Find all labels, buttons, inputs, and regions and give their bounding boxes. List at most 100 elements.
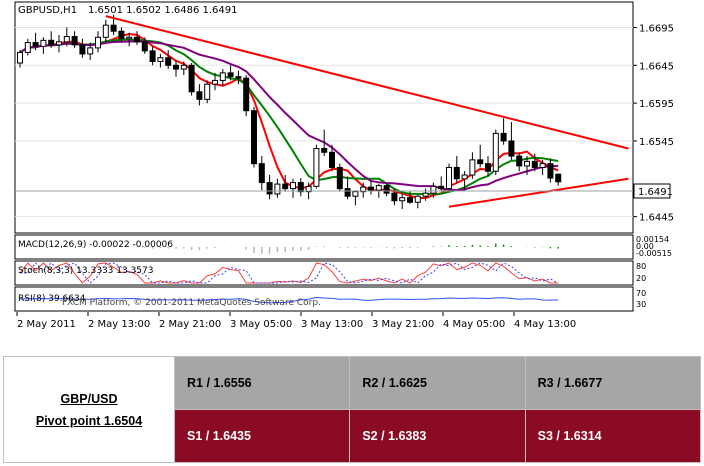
time-tick-label: 3 May 13:00 [301,319,363,330]
candle-body [344,188,351,197]
candle-body [32,42,39,47]
candle-body [24,42,31,53]
price-chart: 1.6695 1.6645 1.6595 1.6545 1.6445 1.6491 GB… [14,1,674,330]
stoch-lines [19,262,559,284]
candle-body [243,77,250,112]
rsi-axis-30: 30 [636,300,646,309]
candle-body [141,41,148,52]
grid [15,26,633,218]
candle-body [375,185,382,191]
candle-body [407,197,413,203]
candle-body [453,166,460,180]
price-tick-label: 1.6645 [639,61,674,72]
macd-axis-bottom: -0.00515 [636,249,672,258]
candle-body [430,185,437,194]
candle-body [321,148,328,153]
candle-body [555,173,562,183]
price-tick-label: 1.6445 [639,213,674,224]
candle-body [516,155,523,167]
candle-body [118,30,125,40]
pair-label: GBP/USD [60,391,118,406]
s1-cell: S1 / 1.6435 [173,409,351,463]
candle-body [360,186,367,193]
chart-canvas: 1.6695 1.6645 1.6595 1.6545 1.6445 1.6491 GB… [14,1,674,330]
candle-body [383,185,390,194]
candle-body [17,51,23,64]
candle-body [492,132,499,172]
candle-body [79,44,86,55]
pair-cell: GBP/USD Pivot point 1.6504 [3,356,175,463]
candle-body [204,83,211,100]
candle-body [485,163,491,172]
chart-ohlc: 1.6501 1.6502 1.6486 1.6491 [88,5,238,16]
trendline-2 [448,177,629,208]
candle-body [56,41,62,46]
current-price-label: 1.6491 [638,187,673,198]
candle-body [126,36,133,40]
candle-body [539,163,546,168]
candle-body [258,163,265,184]
candle-body [87,47,94,55]
candle-body [266,182,273,195]
r3-cell: R3 / 1.6677 [524,356,702,410]
candle-body [313,148,320,187]
trendline-1 [105,15,629,150]
candle-body [149,50,156,63]
ma-line-3 [19,40,559,192]
time-tick-label: 4 May 05:00 [443,319,505,330]
candle-body [500,132,507,142]
candle-body [219,72,226,81]
rsi-line [19,297,559,304]
candle-body [336,166,343,190]
candle-body [422,192,429,197]
macd-label: MACD(12,26,9) -0.00022 -0.00006 [18,240,173,250]
candle-body [531,160,538,168]
s3-cell: S3 / 1.6314 [524,409,702,463]
candle-body [235,76,242,79]
candle-body [547,163,554,179]
candle-body [48,39,55,46]
price-tick-label: 1.6545 [639,137,674,148]
candle-body [399,197,406,202]
candle-body [461,174,468,180]
candle-body [134,36,140,43]
macd-axis-zero: 0.00 [636,242,654,251]
rsi-label: RSI(8) 39.6634 [18,294,86,304]
candle-body [329,151,335,168]
candle-body [157,57,164,63]
candle-body [196,91,203,100]
pivot-point-label: Pivot point 1.6504 [35,413,143,428]
stoch-axis-80: 80 [636,262,646,271]
candle-body [227,72,234,78]
rsi-axis-70: 70 [636,289,646,298]
time-tick-label: 3 May 21:00 [372,319,434,330]
price-tick-label: 1.6695 [639,23,674,34]
time-tick-label: 2 May 13:00 [88,319,150,330]
candle-body [180,64,187,70]
candlesticks [17,14,562,210]
r1-cell: R1 / 1.6556 [173,356,351,410]
candle-body [102,24,109,38]
candle-body [469,159,476,176]
candle-body [508,140,515,157]
time-tick-label: 2 May 21:00 [159,319,221,330]
price-axis: 1.6695 1.6645 1.6595 1.6545 1.6445 [633,23,674,224]
s2-cell: S2 / 1.6383 [349,409,526,463]
stoch-label: Stoch(8,3,3) 13.3333 13.3573 [18,266,153,276]
current-price-box [633,183,671,199]
candle-body [95,36,101,49]
resistance-row: GBP/USD Pivot point 1.6504 R1 / 1.6556 R… [3,356,702,463]
candle-body [414,195,421,203]
candle-body [305,185,312,193]
candle-body [110,24,117,32]
r2-cell: R2 / 1.6625 [349,356,526,410]
candle-body [71,36,78,46]
time-axis: 2 May 2011 2 May 13:00 2 May 21:00 3 May 05… [16,312,576,330]
pivot-table: GBP/USD Pivot point 1.6504 R1 / 1.6556 R… [3,356,702,463]
candle-body [438,185,445,190]
stoch-axis-20: 20 [636,274,646,283]
copyright-watermark: FXCM Platform, © 2001-2011 MetaQuotes So… [62,298,321,308]
price-tick-label: 1.6595 [639,99,674,110]
time-tick-label: 4 May 13:00 [514,319,576,330]
chart-symbol: GBPUSD,H1 [18,5,77,16]
